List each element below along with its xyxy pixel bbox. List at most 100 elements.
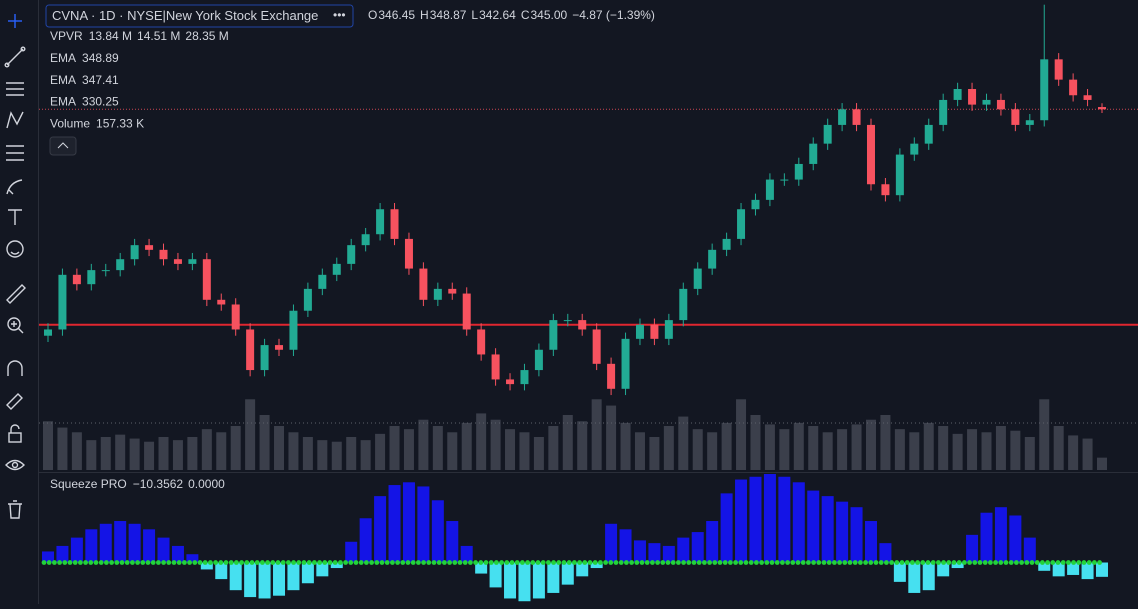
squeeze-bar — [879, 543, 892, 563]
squeeze-dot — [124, 560, 130, 565]
candle-body — [881, 184, 890, 196]
squeeze-dot — [119, 560, 125, 565]
squeeze-bar — [215, 562, 228, 580]
squeeze-dot — [296, 560, 302, 565]
volume-bar — [938, 426, 949, 470]
fib-tool[interactable] — [6, 82, 24, 96]
menu-button[interactable]: ••• — [333, 8, 346, 22]
candle-body — [275, 345, 284, 350]
squeeze-dot — [842, 560, 848, 565]
squeeze-dot — [780, 560, 785, 565]
lock-tool[interactable] — [8, 424, 22, 443]
squeeze-bar — [763, 474, 776, 563]
symbol-box[interactable] — [45, 4, 354, 28]
volume-bar — [952, 433, 963, 470]
squeeze-dot — [603, 560, 608, 565]
lock-drawing-tool[interactable] — [6, 393, 23, 410]
squeeze-dot — [338, 560, 343, 565]
squeeze-bar — [561, 562, 574, 585]
candle-body — [419, 268, 428, 300]
zoom-tool[interactable] — [7, 317, 24, 334]
collapse-button[interactable] — [49, 136, 77, 156]
squeeze-bar — [1096, 562, 1108, 577]
squeeze-bar — [836, 501, 849, 563]
squeeze-dot — [696, 560, 702, 565]
delete-tool[interactable] — [8, 500, 22, 519]
squeeze-dot — [717, 560, 723, 565]
volume-bar — [678, 416, 689, 470]
squeeze-dot — [156, 560, 161, 565]
volume-bar — [490, 419, 501, 470]
brush-tool[interactable] — [6, 179, 23, 195]
volume-bar — [230, 426, 241, 470]
squeeze-dot — [421, 560, 426, 565]
squeeze-bar — [677, 537, 690, 563]
volume-bar — [981, 432, 992, 470]
volume-bar — [144, 441, 155, 470]
squeeze-bar — [345, 541, 358, 563]
volume-bar — [86, 440, 97, 470]
squeeze-bar — [633, 540, 646, 563]
candle-body — [101, 270, 110, 272]
candle-body — [361, 234, 370, 246]
squeeze-dot — [707, 560, 712, 565]
magnet-tool[interactable] — [7, 360, 23, 376]
squeeze-dot — [956, 560, 962, 565]
squeeze-dot — [150, 560, 156, 565]
squeeze-dot — [1055, 560, 1061, 565]
squeeze-dot — [78, 560, 83, 565]
squeeze-dot — [395, 560, 400, 565]
pattern-tool[interactable] — [6, 111, 24, 129]
squeeze-dot — [644, 560, 650, 565]
squeeze-dot — [972, 560, 978, 565]
squeeze-dot — [1003, 560, 1009, 565]
volume-bar — [505, 429, 516, 470]
squeeze-dot — [353, 560, 359, 565]
squeeze-dot — [161, 560, 167, 565]
candle-body — [72, 274, 81, 285]
trendline-tool[interactable] — [4, 46, 26, 68]
candle-body — [87, 270, 96, 285]
squeeze-dot — [655, 560, 660, 565]
candle-body — [231, 304, 240, 330]
candle-body — [563, 320, 572, 322]
squeeze-bar — [706, 521, 719, 563]
squeeze-dot — [478, 560, 484, 565]
squeeze-bar — [99, 523, 112, 563]
text-tool[interactable] — [8, 209, 22, 225]
symbol[interactable]: CVNA · 1D · NYSE|New York Stock Exchange — [52, 8, 318, 23]
candle-body — [635, 324, 644, 339]
squeeze-dot — [98, 560, 104, 565]
squeeze-dot — [988, 560, 993, 565]
squeeze-bar — [619, 529, 632, 563]
squeeze-dot — [676, 560, 681, 565]
volume-bar — [995, 426, 1006, 470]
squeeze-bar — [273, 562, 286, 596]
squeeze-value: 0.0000 — [188, 477, 225, 491]
crosshair-tool[interactable] — [8, 14, 22, 28]
squeeze-bar — [244, 562, 257, 598]
candle-body — [318, 274, 327, 289]
squeeze-dot — [140, 560, 146, 565]
candle-body — [477, 329, 486, 355]
volume-bar — [909, 432, 920, 470]
emoji-tool[interactable] — [6, 240, 24, 258]
squeeze-bar — [316, 562, 329, 577]
squeeze-dot — [1086, 560, 1092, 565]
volume-bar — [447, 432, 458, 470]
ruler-tool[interactable] — [6, 284, 26, 304]
squeeze-dot — [769, 560, 775, 565]
squeeze-dot — [982, 560, 988, 565]
squeeze-dot — [1092, 560, 1097, 565]
visibility-tool[interactable] — [5, 459, 25, 471]
indicator-value: 13.84 M — [89, 29, 132, 43]
prediction-tool[interactable] — [6, 145, 24, 161]
squeeze-dot — [738, 560, 744, 565]
candle-body — [939, 99, 948, 125]
squeeze-bar — [850, 507, 863, 563]
candle-body — [607, 363, 616, 389]
volume-bar — [894, 429, 905, 470]
candle-body — [116, 259, 125, 271]
squeeze-dot — [977, 560, 983, 565]
